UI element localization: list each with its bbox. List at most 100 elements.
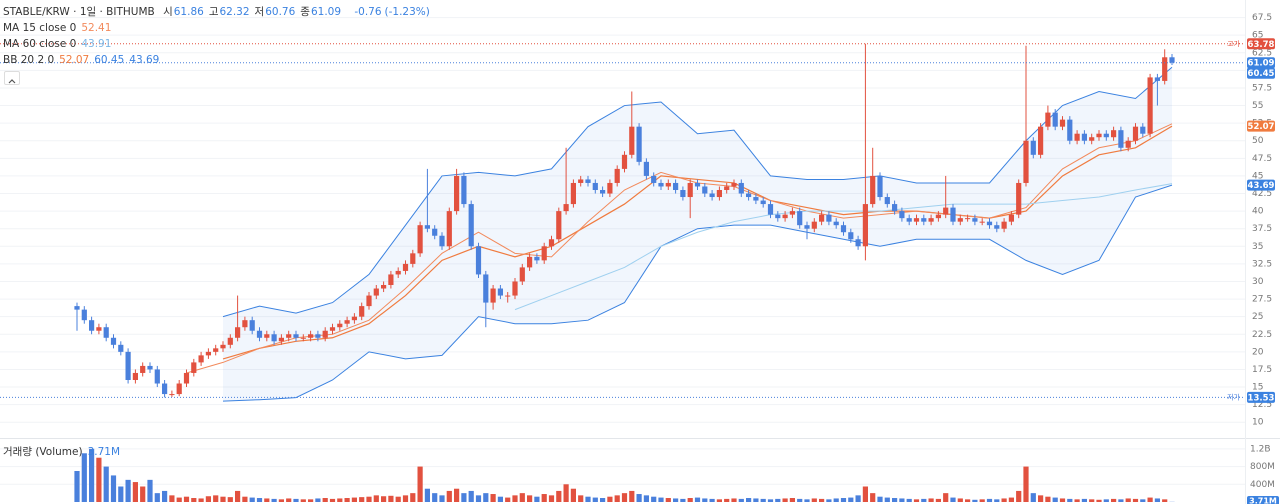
volume-bar	[921, 498, 927, 502]
ohlc-value: 61.86	[173, 6, 204, 18]
y-tick-label: 20	[1252, 347, 1264, 357]
candle-body	[797, 211, 803, 226]
volume-bar	[505, 497, 511, 502]
candle-body	[643, 161, 649, 176]
volume-bar	[702, 498, 708, 502]
volume-bar	[81, 453, 87, 502]
y-tick-label: 42.5	[1252, 189, 1272, 199]
volume-bar	[1132, 498, 1139, 502]
volume-bar	[1154, 498, 1160, 502]
volume-bar	[235, 490, 241, 502]
collapse-button[interactable]	[4, 71, 20, 85]
volume-bar	[972, 499, 978, 502]
volume-bar	[534, 496, 540, 502]
volume-bar	[1008, 497, 1014, 502]
candle-body	[592, 182, 598, 190]
candle-body	[271, 334, 277, 342]
volume-bar	[621, 493, 628, 502]
volume-bar	[928, 498, 934, 502]
candle-body	[81, 309, 87, 321]
candle-body	[344, 320, 350, 324]
candle-body	[738, 182, 744, 194]
volume-bar	[1103, 499, 1109, 502]
candle-body	[432, 228, 438, 236]
volume-bar	[220, 496, 226, 502]
high-label: 고가	[1227, 39, 1240, 48]
candle-body	[308, 334, 314, 338]
candle-body	[213, 348, 219, 352]
candle-body	[1016, 182, 1022, 215]
volume-bar	[585, 496, 591, 502]
volume-bar	[1045, 496, 1051, 502]
candle-body	[1162, 57, 1168, 81]
volume-bar	[862, 486, 868, 502]
volume-bar	[986, 498, 993, 502]
candle-body	[913, 218, 920, 222]
candle-body	[300, 337, 306, 339]
y-tick-label: 25	[1252, 312, 1263, 322]
volume-bar	[74, 471, 80, 502]
volume-bar	[782, 498, 788, 502]
volume-bar	[308, 499, 314, 502]
candle-body	[198, 355, 204, 363]
candle-body	[819, 214, 825, 222]
volume-bar	[96, 457, 102, 502]
v-tick-label: 1.2B	[1250, 444, 1271, 454]
volume-bar	[249, 497, 255, 502]
volume-bar	[490, 494, 496, 502]
ohlc-value: 61.09	[310, 6, 342, 18]
volume-bar	[709, 498, 715, 502]
y-tick-label: 12.5	[1252, 400, 1272, 410]
volume-bar	[884, 497, 890, 502]
candle-body	[870, 175, 876, 205]
candle-body	[767, 204, 774, 215]
volume-bar	[89, 448, 95, 502]
volume-bar	[395, 496, 401, 502]
price-tag-label: 61.09	[1248, 59, 1275, 69]
volume-bar	[1074, 499, 1080, 502]
candle-body	[1132, 126, 1139, 141]
candle-body	[702, 186, 708, 194]
candle-body	[1169, 57, 1175, 63]
v-tick-label: 400M	[1250, 480, 1275, 490]
candle-body	[235, 327, 241, 338]
candle-body	[563, 204, 569, 212]
candle-body	[176, 383, 182, 395]
y-tick-label: 55	[1252, 101, 1263, 111]
volume-bar	[541, 494, 547, 502]
volume-bar	[103, 466, 109, 502]
candle-body	[475, 246, 482, 275]
volume-bar	[833, 498, 839, 502]
candle-body	[483, 274, 489, 303]
candle-body	[461, 175, 467, 205]
volume-bar	[227, 497, 233, 502]
bb-fill	[223, 67, 1172, 402]
volume-bar	[475, 495, 482, 502]
y-tick-label: 30	[1252, 277, 1264, 287]
y-tick-label: 47.5	[1252, 154, 1272, 164]
candle-body	[833, 221, 839, 226]
candle-body	[505, 295, 511, 297]
volume-bar	[789, 498, 795, 502]
price-tag-label: 60.45	[1248, 69, 1275, 79]
volume-bar	[176, 497, 182, 502]
candle-body	[381, 285, 387, 289]
volume-bar	[183, 496, 190, 502]
candle-body	[256, 330, 263, 338]
candle-body	[614, 168, 620, 183]
candle-body	[96, 327, 102, 331]
volume-tag	[1247, 496, 1279, 504]
price-tag-label: 63.78	[1248, 40, 1275, 50]
volume-bar	[125, 479, 131, 502]
symbol: STABLE/KRW · 1일 · BITHUMB	[3, 6, 155, 18]
candle-body	[636, 126, 642, 162]
candle-body	[118, 344, 124, 352]
volume-tag-label: 3.71M	[1249, 497, 1277, 504]
volume-bar	[198, 498, 204, 502]
candle-body	[439, 235, 445, 247]
candle-body	[293, 334, 299, 338]
volume-bar	[446, 490, 452, 502]
volume-bar	[132, 482, 138, 502]
candle-body	[74, 306, 80, 310]
